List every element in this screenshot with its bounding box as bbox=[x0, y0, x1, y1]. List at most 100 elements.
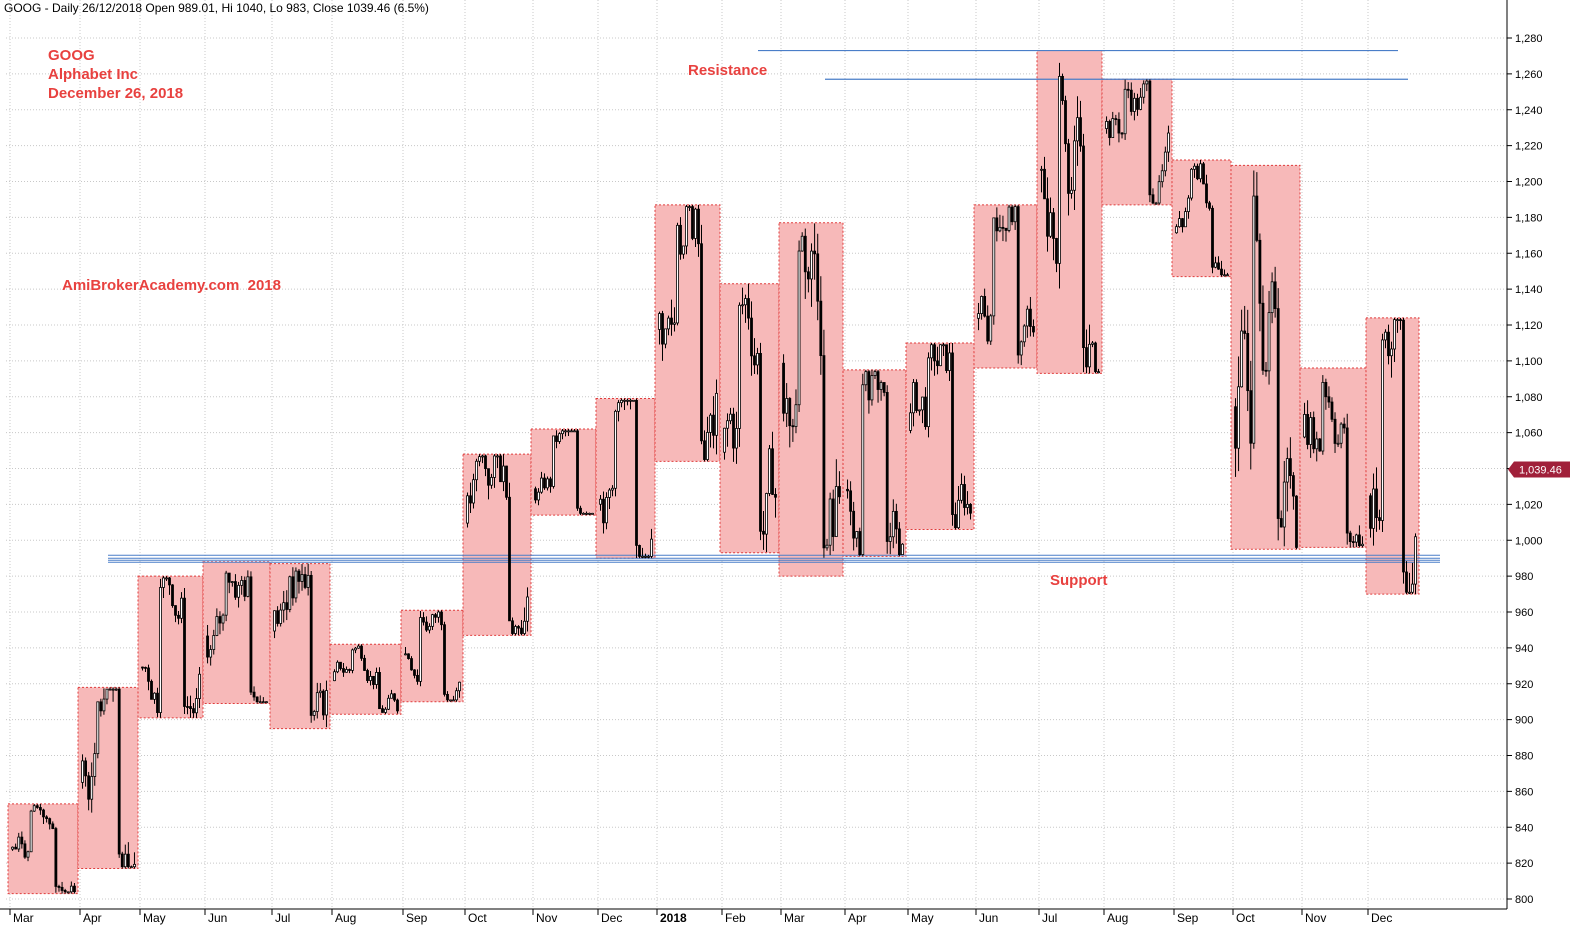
candle-body bbox=[867, 371, 871, 401]
candle-body bbox=[35, 805, 39, 808]
candle-body bbox=[493, 455, 496, 478]
last-price-tag-shape bbox=[1508, 461, 1570, 478]
candle-body bbox=[1214, 262, 1217, 268]
resistance-label: Resistance bbox=[688, 62, 767, 79]
candle-body bbox=[312, 711, 316, 716]
candle-body bbox=[591, 512, 594, 515]
x-tick-label: Oct bbox=[1236, 911, 1255, 925]
candle-body bbox=[117, 688, 121, 855]
candle-body bbox=[1058, 75, 1061, 264]
candle-body bbox=[785, 398, 789, 414]
candle-body bbox=[381, 708, 384, 713]
candle-body bbox=[413, 669, 416, 676]
candle-body bbox=[1029, 308, 1032, 327]
candle-body bbox=[1234, 406, 1237, 449]
candle-body bbox=[1205, 183, 1208, 204]
candle-body bbox=[1076, 117, 1079, 142]
candle-body bbox=[20, 836, 24, 845]
candle-body bbox=[396, 699, 399, 712]
y-tick-label: 920 bbox=[1515, 679, 1533, 691]
candle-body bbox=[1184, 211, 1187, 228]
candle-body bbox=[45, 816, 48, 819]
candle-body bbox=[354, 647, 357, 651]
candle-body bbox=[980, 296, 983, 315]
monthly-range-box bbox=[719, 283, 780, 554]
candle-body bbox=[1208, 202, 1211, 209]
candle-body bbox=[599, 498, 602, 505]
y-tick-label: 1,160 bbox=[1515, 248, 1543, 260]
candle-body bbox=[472, 479, 475, 504]
candle-body bbox=[1220, 268, 1223, 276]
candle-body bbox=[369, 675, 372, 681]
x-tick-label: Jul bbox=[275, 911, 290, 925]
candle-body bbox=[1399, 319, 1402, 322]
candle-body bbox=[224, 572, 228, 616]
candle-body bbox=[957, 499, 960, 529]
monthly-range-box bbox=[137, 575, 204, 719]
candle-body bbox=[873, 371, 877, 376]
candle-body bbox=[273, 610, 276, 632]
candle-body bbox=[1123, 88, 1127, 135]
candle-body bbox=[936, 360, 939, 367]
company-label: Alphabet Inc bbox=[48, 66, 138, 83]
monthly-range-box bbox=[595, 398, 656, 559]
candle-body bbox=[84, 760, 87, 777]
candle-body bbox=[638, 545, 641, 557]
y-tick-label: 1,220 bbox=[1515, 141, 1543, 153]
candle-body bbox=[14, 846, 18, 850]
candle-body bbox=[661, 313, 664, 345]
candle-body bbox=[1049, 212, 1052, 237]
y-tick-label: 800 bbox=[1515, 894, 1533, 906]
candle-body bbox=[431, 614, 434, 627]
candle-body bbox=[246, 576, 250, 597]
candle-body bbox=[1267, 312, 1271, 372]
candle-body bbox=[803, 235, 807, 273]
candle-body bbox=[602, 498, 605, 524]
candle-body bbox=[1082, 145, 1085, 349]
candle-body bbox=[1369, 495, 1372, 529]
candle-body bbox=[891, 510, 895, 538]
y-tick-label: 820 bbox=[1515, 858, 1533, 870]
candle-body bbox=[1120, 132, 1124, 135]
last-price-tag: 1,039.46 bbox=[1508, 461, 1570, 478]
candle-body bbox=[291, 576, 295, 599]
candle-body bbox=[306, 574, 310, 588]
candle-body bbox=[1249, 390, 1253, 444]
candle-body bbox=[546, 478, 549, 489]
candle-body bbox=[114, 688, 118, 691]
candle-body bbox=[1282, 481, 1286, 528]
candle-body bbox=[1318, 438, 1322, 452]
candle-body bbox=[372, 675, 375, 685]
candle-body bbox=[66, 891, 70, 894]
x-tick-label: Apr bbox=[848, 911, 867, 925]
candle-body bbox=[570, 430, 573, 433]
x-tick-label: Aug bbox=[335, 911, 356, 925]
candle-body bbox=[876, 371, 880, 390]
candle-body bbox=[909, 412, 912, 431]
candle-body bbox=[1384, 331, 1387, 341]
candle-body bbox=[1354, 534, 1358, 543]
candle-body bbox=[894, 510, 898, 530]
y-tick-label: 1,080 bbox=[1515, 392, 1543, 404]
candle-body bbox=[1142, 83, 1146, 98]
candle-body bbox=[123, 853, 127, 868]
candle-body bbox=[1097, 371, 1100, 374]
candle-body bbox=[852, 510, 856, 539]
candle-body bbox=[797, 250, 801, 406]
candle-body bbox=[977, 313, 980, 319]
candle-body bbox=[861, 384, 865, 556]
candle-body bbox=[667, 317, 670, 330]
candle-body bbox=[1315, 438, 1319, 450]
ticker-label: GOOG bbox=[48, 47, 95, 64]
candle-body bbox=[300, 574, 304, 582]
candle-body bbox=[1052, 212, 1055, 239]
candle-body bbox=[1237, 386, 1240, 449]
candle-body bbox=[1040, 168, 1043, 171]
candle-body bbox=[209, 649, 213, 658]
x-tick-label: Jun bbox=[979, 911, 998, 925]
x-tick-label: Nov bbox=[1305, 911, 1326, 925]
candle-body bbox=[948, 352, 951, 371]
last-price-label: 1,039.46 bbox=[1519, 464, 1562, 476]
candle-body bbox=[1303, 414, 1306, 438]
candle-body bbox=[688, 206, 691, 209]
